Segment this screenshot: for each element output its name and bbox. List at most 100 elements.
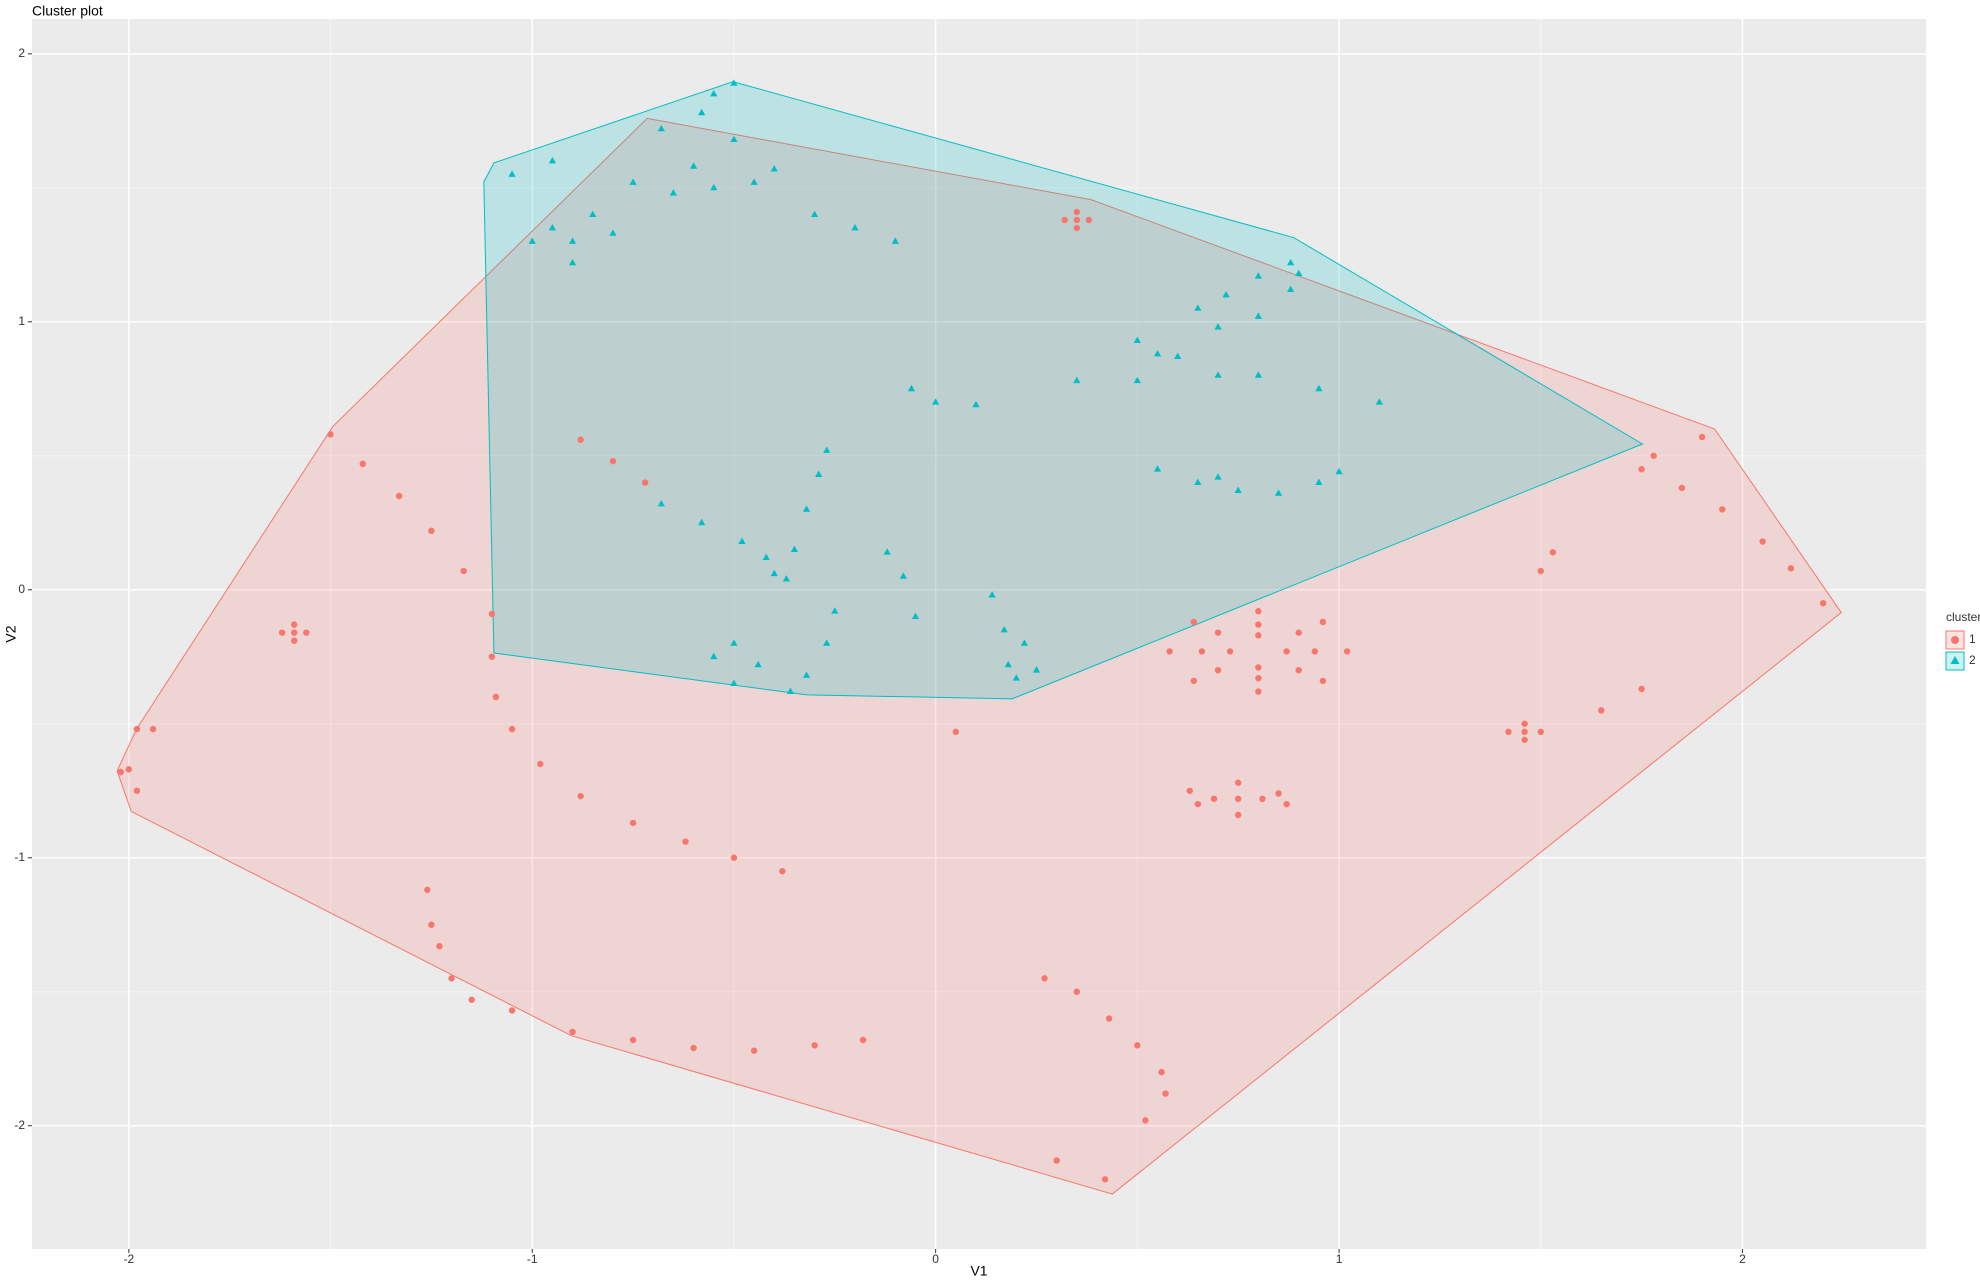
point <box>1214 629 1222 636</box>
point <box>1073 224 1081 232</box>
point <box>1254 272 1262 279</box>
point <box>1343 648 1351 655</box>
point <box>1255 688 1262 695</box>
plot-panel <box>32 19 1926 1249</box>
point <box>988 591 996 598</box>
point <box>1259 795 1266 803</box>
y-tick-label: 0 <box>18 582 25 596</box>
point <box>1004 660 1012 668</box>
x-tick-label: 2 <box>1739 1252 1746 1266</box>
point <box>568 258 577 266</box>
point <box>569 1028 576 1036</box>
point <box>1174 352 1182 360</box>
point <box>125 766 133 773</box>
point <box>851 224 859 231</box>
point <box>786 687 795 695</box>
x-tick-label: -2 <box>123 1252 134 1266</box>
point <box>952 728 960 736</box>
point <box>710 183 718 191</box>
point <box>1214 371 1222 378</box>
point <box>1194 304 1202 311</box>
point <box>1073 988 1081 995</box>
point <box>710 90 718 97</box>
point <box>508 725 516 733</box>
point <box>1105 1015 1113 1022</box>
point <box>710 652 718 660</box>
point <box>698 518 706 526</box>
point <box>1000 625 1008 633</box>
point <box>1073 376 1081 384</box>
point <box>911 612 920 619</box>
point <box>149 725 157 733</box>
point <box>1787 565 1795 572</box>
point <box>629 819 637 827</box>
point <box>1759 538 1766 545</box>
point <box>568 237 577 244</box>
point <box>1214 473 1222 480</box>
point <box>1198 648 1206 655</box>
point <box>738 537 746 544</box>
point <box>811 1042 818 1049</box>
point <box>1186 787 1193 794</box>
point <box>1255 621 1262 628</box>
point <box>327 431 334 438</box>
y-tick-label: 2 <box>18 46 25 60</box>
point <box>1041 975 1048 982</box>
x-tick-label: 0 <box>932 1252 939 1266</box>
point <box>1085 216 1093 224</box>
point <box>1255 608 1262 615</box>
point <box>1274 489 1283 496</box>
point <box>428 921 435 928</box>
point <box>641 479 649 486</box>
point <box>1283 648 1290 655</box>
point <box>1190 677 1198 685</box>
chart-title: Cluster plot <box>32 3 103 19</box>
point <box>1214 323 1222 330</box>
point <box>1020 639 1028 646</box>
point <box>291 621 298 628</box>
point <box>790 545 799 552</box>
point <box>1142 1117 1149 1124</box>
point <box>448 975 455 982</box>
point <box>750 1047 758 1054</box>
point <box>117 768 124 776</box>
legend-marker <box>1951 636 1959 644</box>
point <box>1101 1176 1109 1183</box>
point <box>932 398 940 405</box>
point <box>907 384 916 392</box>
point <box>1190 618 1198 626</box>
point <box>698 108 706 116</box>
point <box>1222 291 1230 298</box>
point <box>1194 478 1202 485</box>
point <box>1315 384 1323 392</box>
point <box>1537 567 1544 575</box>
point <box>690 1044 697 1052</box>
point <box>1053 1157 1060 1164</box>
point <box>1678 484 1686 492</box>
point <box>770 165 778 172</box>
cluster-hull <box>483 81 1644 700</box>
point <box>1234 486 1242 494</box>
point <box>823 446 831 453</box>
point <box>1319 677 1327 685</box>
point <box>1275 790 1282 797</box>
point <box>1638 465 1645 473</box>
point <box>528 237 536 244</box>
point <box>133 725 141 733</box>
point <box>762 553 770 561</box>
point <box>1521 728 1528 736</box>
point <box>883 548 891 555</box>
point <box>1537 728 1544 736</box>
point <box>802 505 811 512</box>
point <box>359 460 366 468</box>
point <box>1521 720 1528 727</box>
point <box>972 400 980 408</box>
point <box>899 572 907 579</box>
x-tick-label: -1 <box>527 1252 538 1266</box>
point <box>1719 506 1726 513</box>
point <box>436 942 443 950</box>
point <box>1311 648 1319 655</box>
point <box>1158 1068 1165 1076</box>
point <box>291 637 298 644</box>
